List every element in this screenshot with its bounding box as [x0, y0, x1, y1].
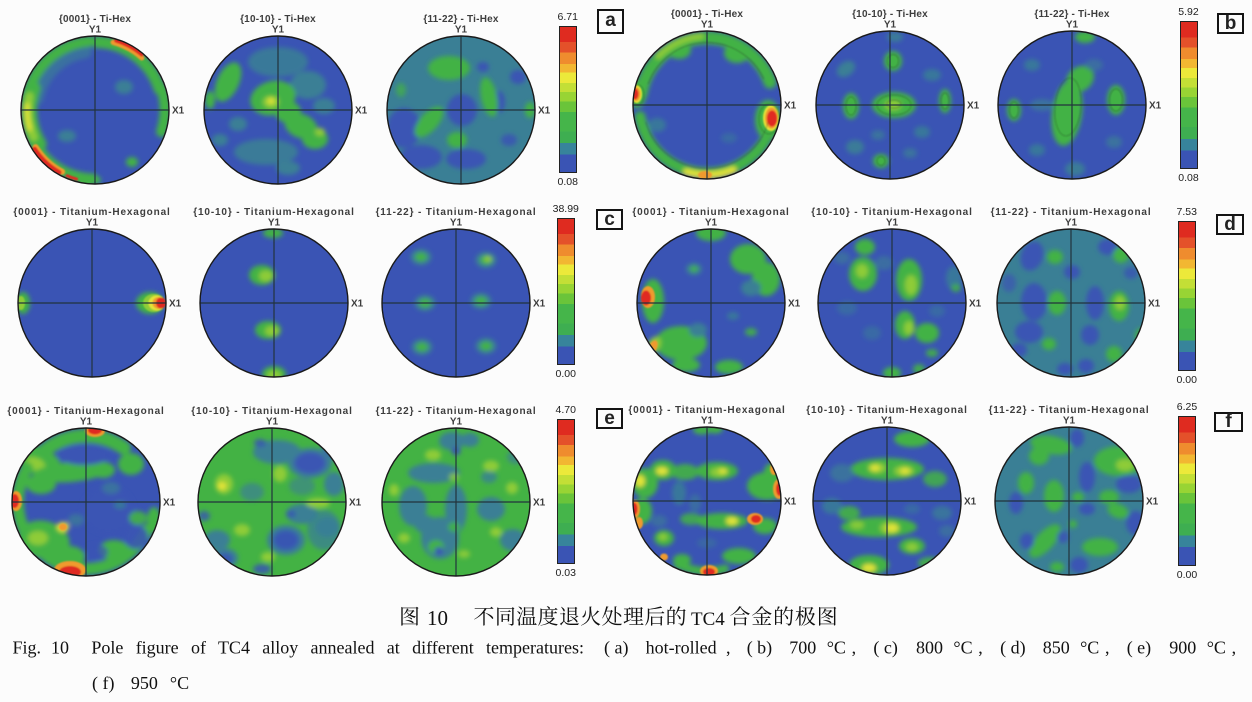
svg-text:,: , — [852, 638, 857, 658]
svg-text:Y1: Y1 — [700, 19, 713, 30]
svg-text:X1: X1 — [355, 105, 368, 116]
svg-text:950: 950 — [131, 673, 158, 693]
svg-text:Y1: Y1 — [271, 24, 284, 35]
svg-text:,: , — [1232, 638, 1237, 658]
svg-text:°C: °C — [1207, 638, 1226, 658]
svg-text:Y1: Y1 — [1065, 217, 1078, 228]
svg-text:TC4: TC4 — [691, 609, 725, 630]
svg-text:10: 10 — [427, 606, 448, 630]
svg-text:Y1: Y1 — [86, 217, 99, 228]
svg-text:{11-22} - Titanium-Hexagonal: {11-22} - Titanium-Hexagonal — [991, 207, 1152, 218]
svg-text:{0001} - Ti-Hex: {0001} - Ti-Hex — [670, 9, 743, 20]
svg-text:Y1: Y1 — [1065, 19, 1078, 30]
svg-text:Fig.: Fig. — [13, 638, 42, 658]
svg-text:( e): ( e) — [1127, 638, 1151, 659]
svg-text:Y1: Y1 — [701, 416, 714, 427]
svg-text:( c): ( c) — [873, 638, 897, 659]
svg-text:Y1: Y1 — [89, 24, 102, 35]
svg-text:{10-10} - Titanium-Hexagonal: {10-10} - Titanium-Hexagonal — [806, 405, 967, 416]
svg-text:X1: X1 — [349, 498, 362, 509]
svg-text:X1: X1 — [788, 298, 801, 309]
svg-text:X1: X1 — [163, 498, 176, 509]
svg-text:Y1: Y1 — [449, 417, 462, 428]
svg-text:X1: X1 — [1149, 100, 1162, 111]
svg-text:{11-22} - Ti-Hex: {11-22} - Ti-Hex — [423, 14, 499, 25]
svg-text:Y1: Y1 — [268, 217, 281, 228]
svg-text:850: 850 — [1043, 638, 1070, 658]
svg-text:{11-22} - Ti-Hex: {11-22} - Ti-Hex — [1034, 9, 1110, 20]
svg-text:Y1: Y1 — [880, 416, 893, 427]
svg-text:X1: X1 — [1146, 497, 1159, 508]
svg-text:{10-10} - Titanium-Hexagonal: {10-10} - Titanium-Hexagonal — [811, 207, 972, 218]
svg-text:,: , — [978, 638, 983, 658]
svg-text:,: , — [726, 638, 731, 658]
svg-text:X1: X1 — [969, 298, 982, 309]
svg-text:( d): ( d) — [1000, 638, 1026, 659]
svg-text:Y1: Y1 — [705, 217, 718, 228]
svg-text:{0001} - Titanium-Hexagonal: {0001} - Titanium-Hexagonal — [13, 207, 170, 218]
svg-text:{0001} - Ti-Hex: {0001} - Ti-Hex — [59, 14, 132, 25]
svg-text:°C: °C — [827, 638, 846, 658]
svg-text:X1: X1 — [1148, 298, 1161, 309]
svg-text:X1: X1 — [169, 298, 182, 309]
svg-text:( f): ( f) — [92, 673, 114, 694]
svg-text:°C: °C — [1080, 638, 1099, 658]
svg-text:( a): ( a) — [604, 638, 628, 659]
svg-text:X1: X1 — [784, 100, 797, 111]
svg-text:900: 900 — [1169, 638, 1196, 658]
svg-text:{11-22} - Titanium-Hexagonal: {11-22} - Titanium-Hexagonal — [375, 406, 536, 417]
svg-text:,: , — [1105, 638, 1110, 658]
svg-text:700: 700 — [789, 638, 816, 658]
svg-text:Y1: Y1 — [265, 417, 278, 428]
svg-text:°C: °C — [170, 673, 189, 693]
svg-text:X1: X1 — [172, 105, 185, 116]
svg-text:Y1: Y1 — [885, 217, 898, 228]
svg-text:X1: X1 — [533, 498, 546, 509]
svg-text:Pole figure of TC4 alloy annea: Pole figure of TC4 alloy annealed at dif… — [91, 638, 584, 658]
svg-text:800: 800 — [916, 638, 943, 658]
svg-text:10: 10 — [51, 638, 69, 658]
svg-text:{11-22} - Titanium-Hexagonal: {11-22} - Titanium-Hexagonal — [376, 207, 537, 218]
svg-text:Y1: Y1 — [450, 217, 463, 228]
svg-text:{0001} - Titanium-Hexagonal: {0001} - Titanium-Hexagonal — [7, 406, 164, 417]
svg-text:Y1: Y1 — [1063, 416, 1076, 427]
svg-text:Y1: Y1 — [79, 417, 92, 428]
svg-text:{10-10} - Titanium-Hexagonal: {10-10} - Titanium-Hexagonal — [193, 207, 354, 218]
svg-text:{10-10} - Titanium-Hexagonal: {10-10} - Titanium-Hexagonal — [191, 406, 352, 417]
svg-text:{10-10} - Ti-Hex: {10-10} - Ti-Hex — [852, 9, 928, 20]
svg-text:{11-22} - Titanium-Hexagonal: {11-22} - Titanium-Hexagonal — [988, 405, 1149, 416]
svg-text:( b): ( b) — [747, 638, 773, 659]
svg-text:X1: X1 — [351, 298, 364, 309]
svg-text:X1: X1 — [533, 298, 546, 309]
svg-text:Y1: Y1 — [883, 19, 896, 30]
svg-text:X1: X1 — [784, 497, 797, 508]
svg-text:{0001} - Titanium-Hexagonal: {0001} - Titanium-Hexagonal — [628, 405, 785, 416]
svg-text:X1: X1 — [964, 497, 977, 508]
svg-text:°C: °C — [953, 638, 972, 658]
svg-text:{10-10} - Ti-Hex: {10-10} - Ti-Hex — [240, 14, 316, 25]
svg-text:X1: X1 — [967, 100, 980, 111]
svg-text:hot-rolled: hot-rolled — [646, 638, 717, 658]
svg-text:Y1: Y1 — [454, 24, 467, 35]
svg-text:{0001} - Titanium-Hexagonal: {0001} - Titanium-Hexagonal — [632, 207, 789, 218]
svg-text:X1: X1 — [538, 105, 551, 116]
